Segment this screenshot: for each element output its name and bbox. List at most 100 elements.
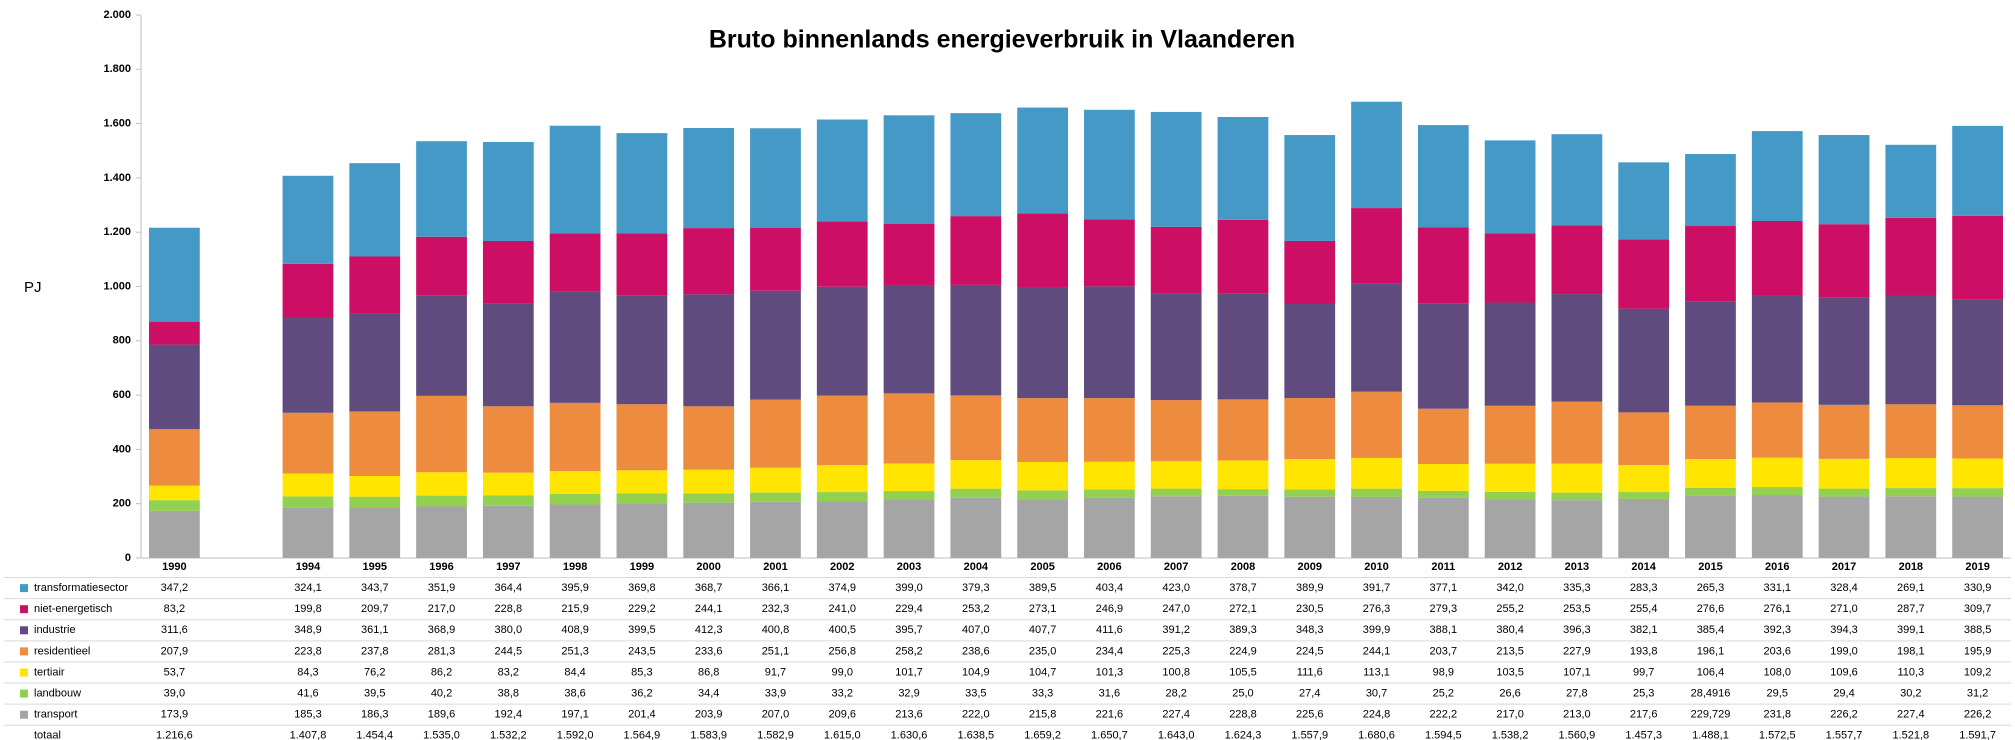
table-value: 399,1: [1897, 624, 1925, 636]
table-value: 1.680,6: [1358, 730, 1395, 740]
table-value: 225,6: [1296, 709, 1324, 721]
bar-segment: [149, 510, 200, 558]
bar-segment: [950, 460, 1002, 489]
bar-segment: [1685, 495, 1736, 558]
bar-segment: [1084, 461, 1135, 490]
table-value: 83,2: [164, 603, 185, 615]
bar-segment: [1084, 497, 1135, 558]
table-value: 193,8: [1630, 645, 1658, 657]
table-value: 276,6: [1697, 603, 1725, 615]
table-value: 1.650,7: [1091, 730, 1128, 740]
bar-segment: [750, 399, 801, 468]
x-tick-label: 1996: [429, 561, 453, 573]
table-value: 276,1: [1763, 603, 1791, 615]
bar-segment: [349, 507, 401, 558]
chart-title: Bruto binnenlands energieverbruik in Vla…: [709, 26, 1295, 54]
bar-segment: [282, 263, 334, 319]
table-value: 106,4: [1697, 666, 1725, 678]
table-value: 1.630,6: [891, 730, 928, 740]
bar-segment: [1484, 140, 1536, 234]
bar-segment: [1484, 302, 1536, 406]
bar-segment: [1284, 303, 1336, 399]
table-value: 335,3: [1563, 582, 1591, 594]
bar-segment: [950, 497, 1002, 558]
table-value: 391,7: [1363, 582, 1391, 594]
bar-segment: [1351, 457, 1402, 489]
table-value: 272,1: [1229, 603, 1257, 615]
table-value: 400,8: [762, 624, 790, 636]
bar-segment: [1017, 490, 1068, 500]
x-tick-label: 2018: [1899, 561, 1923, 573]
bar-segment: [482, 303, 534, 407]
table-value: 389,9: [1296, 582, 1324, 594]
legend-label: tertiair: [34, 666, 65, 678]
table-value: 281,3: [428, 645, 456, 657]
bar-segment: [883, 223, 935, 286]
bar-segment: [149, 227, 200, 322]
table-value: 195,9: [1964, 645, 1992, 657]
table-value: 411,6: [1096, 624, 1123, 636]
bar-segment: [1818, 224, 1870, 298]
table-value: 1.643,0: [1158, 730, 1195, 740]
bar-segment: [950, 216, 1002, 285]
legend-swatch: [20, 710, 28, 719]
table-value: 29,5: [1767, 688, 1788, 700]
table-value: 342,0: [1496, 582, 1524, 594]
bar-segment: [1484, 491, 1536, 500]
table-value: 38,8: [498, 688, 519, 700]
table-value: 217,0: [428, 603, 456, 615]
bar-segment: [549, 494, 601, 505]
y-tick-label: 400: [113, 443, 131, 455]
table-value: 189,6: [428, 709, 456, 721]
table-value: 368,9: [428, 624, 456, 636]
table-value: 1.532,2: [490, 730, 527, 740]
table-value: 1.592,0: [557, 730, 594, 740]
bar-segment: [683, 493, 735, 503]
bar-segment: [1618, 464, 1670, 493]
bar-segment: [149, 429, 200, 486]
bar-segment: [1818, 404, 1870, 459]
table-value: 1.638,5: [957, 730, 994, 740]
table-value: 273,1: [1029, 603, 1057, 615]
x-tick-label: 2002: [830, 561, 854, 573]
bar-segment: [1351, 208, 1402, 284]
bar-segment: [1417, 303, 1469, 409]
table-value: 255,4: [1630, 603, 1658, 615]
bar-segment: [1084, 489, 1135, 498]
x-tick-label: 2007: [1164, 561, 1188, 573]
table-value: 113,1: [1363, 666, 1390, 678]
bar-segment: [149, 344, 200, 430]
bar-segment: [149, 321, 200, 345]
table-value: 105,5: [1229, 666, 1257, 678]
table-value: 207,9: [161, 645, 189, 657]
table-value: 109,6: [1830, 666, 1858, 678]
legend-swatch: [20, 689, 28, 698]
table-value: 27,4: [1299, 688, 1320, 700]
table-value: 380,0: [495, 624, 523, 636]
bar-segment: [1417, 490, 1469, 498]
bar-segment: [750, 290, 801, 400]
bar-segment: [816, 501, 868, 558]
bar-segment: [1885, 217, 1937, 296]
bar-segment: [1551, 500, 1603, 558]
table-value: 223,8: [294, 645, 322, 657]
table-value: 246,9: [1096, 603, 1124, 615]
bar-segment: [482, 240, 534, 304]
bar-segment: [616, 233, 668, 296]
bar-segment: [1618, 412, 1670, 465]
table-value: 1.457,3: [1625, 730, 1662, 740]
table-value: 224,8: [1363, 709, 1391, 721]
table-value: 265,3: [1697, 582, 1725, 594]
table-value: 173,9: [161, 709, 189, 721]
bar-segment: [416, 495, 467, 507]
x-tick-label: 2016: [1765, 561, 1789, 573]
table-value: 369,8: [628, 582, 656, 594]
bar-segment: [416, 506, 467, 558]
bar-segment: [282, 175, 334, 264]
bar-segment: [1150, 488, 1202, 497]
table-value: 361,1: [361, 624, 389, 636]
bar-segment: [616, 133, 668, 234]
table-value: 1.454,4: [356, 730, 393, 740]
table-value: 25,2: [1433, 688, 1454, 700]
bar-segment: [1685, 405, 1736, 460]
